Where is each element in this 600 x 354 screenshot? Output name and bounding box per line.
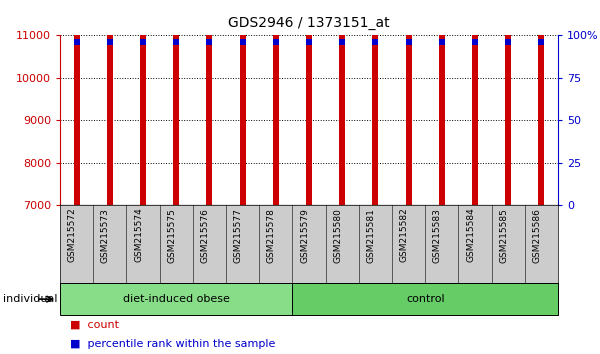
Text: GSM215577: GSM215577 xyxy=(233,208,242,263)
Bar xyxy=(538,0,544,205)
Text: GSM215585: GSM215585 xyxy=(499,208,508,263)
Text: control: control xyxy=(406,294,445,304)
Bar xyxy=(472,0,478,205)
Text: GSM215586: GSM215586 xyxy=(532,208,541,263)
Text: GSM215574: GSM215574 xyxy=(134,208,143,262)
Bar xyxy=(74,0,80,205)
Text: GSM215578: GSM215578 xyxy=(267,208,276,263)
Bar xyxy=(206,0,212,205)
Text: GSM215575: GSM215575 xyxy=(167,208,176,263)
Bar xyxy=(107,0,113,205)
Text: diet-induced obese: diet-induced obese xyxy=(123,294,230,304)
Text: GSM215581: GSM215581 xyxy=(367,208,376,263)
Bar xyxy=(140,0,146,205)
Text: GSM215576: GSM215576 xyxy=(200,208,209,263)
Bar xyxy=(306,0,312,205)
Bar xyxy=(239,0,245,205)
Bar xyxy=(292,283,558,315)
Bar xyxy=(60,283,292,315)
Text: GSM215572: GSM215572 xyxy=(68,208,77,262)
Text: GSM215583: GSM215583 xyxy=(433,208,442,263)
Title: GDS2946 / 1373151_at: GDS2946 / 1373151_at xyxy=(228,16,390,30)
Text: GSM215579: GSM215579 xyxy=(300,208,309,263)
Bar xyxy=(406,0,412,205)
Bar xyxy=(505,0,511,205)
Bar xyxy=(273,0,279,205)
Bar xyxy=(173,0,179,205)
Text: GSM215584: GSM215584 xyxy=(466,208,475,262)
Text: GSM215573: GSM215573 xyxy=(101,208,110,263)
Text: individual: individual xyxy=(3,294,58,304)
Text: GSM215582: GSM215582 xyxy=(400,208,409,262)
Text: GSM215580: GSM215580 xyxy=(333,208,342,263)
Bar xyxy=(439,0,445,205)
Text: ■  percentile rank within the sample: ■ percentile rank within the sample xyxy=(70,339,275,349)
Text: ■  count: ■ count xyxy=(70,320,119,330)
Bar xyxy=(339,0,345,205)
Bar xyxy=(373,0,379,205)
